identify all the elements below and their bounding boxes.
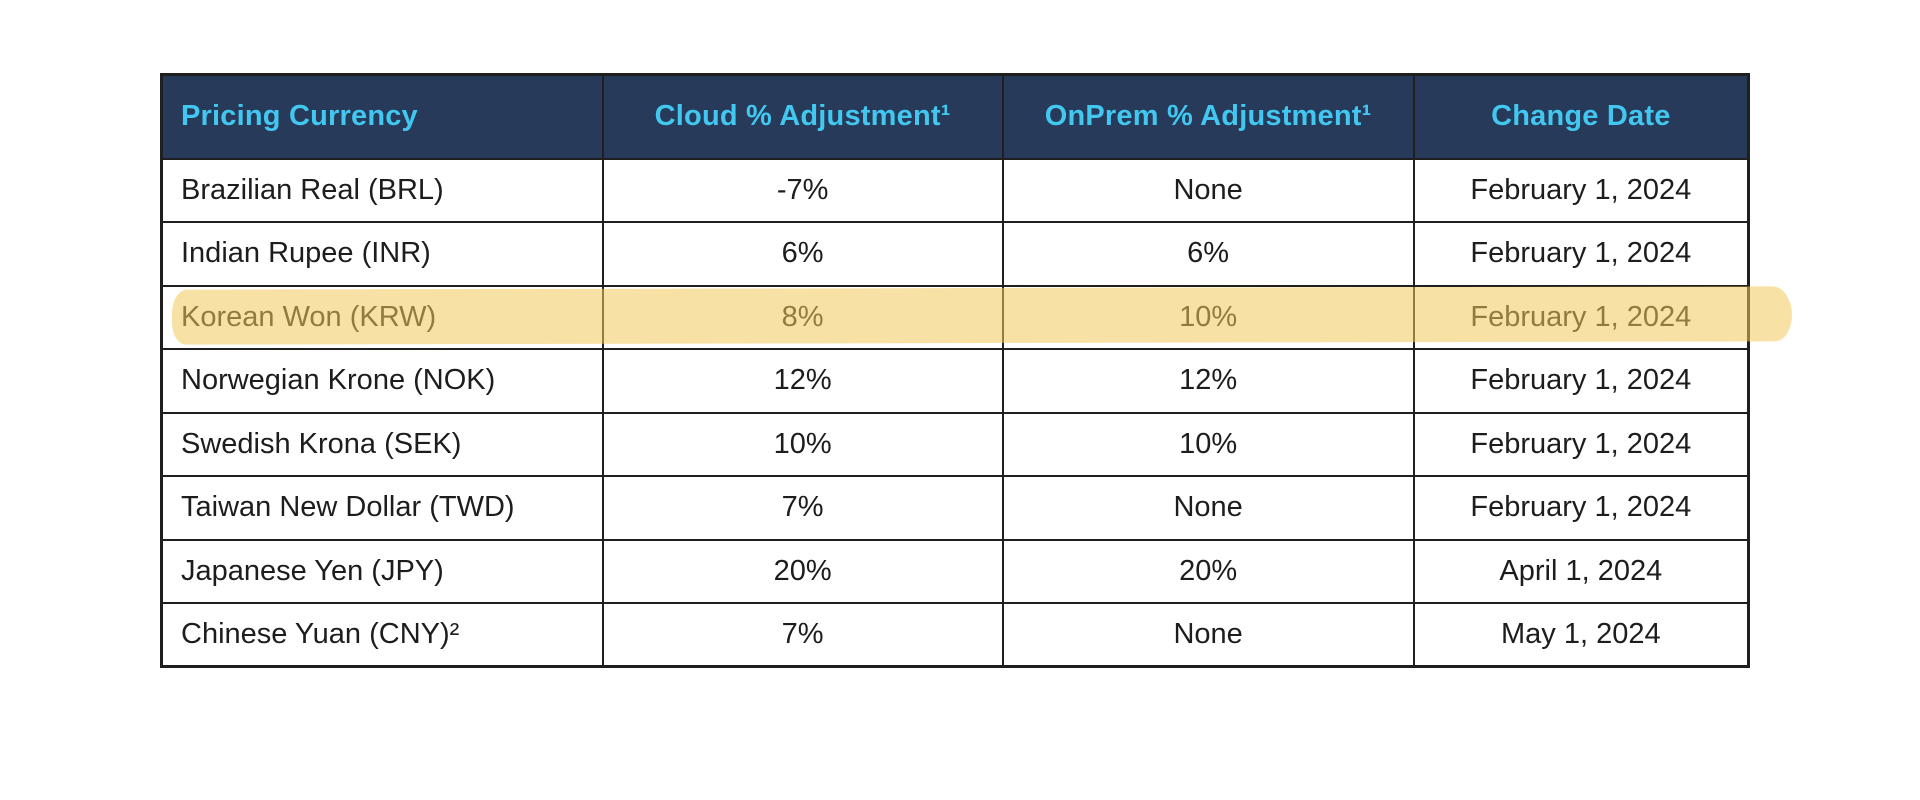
cloud-adjustment-cell: 7% xyxy=(601,475,1004,541)
header-row: Pricing Currency Cloud % Adjustment¹ OnP… xyxy=(160,73,1750,160)
table-row-sek: Swedish Krona (SEK) 10% 10% February 1, … xyxy=(160,411,1750,477)
table-row-inr: Indian Rupee (INR) 6% 6% February 1, 202… xyxy=(160,221,1750,287)
header-change-date: Change Date xyxy=(1412,73,1750,160)
change-date-cell: February 1, 2024 xyxy=(1412,221,1750,287)
change-date-cell: February 1, 2024 xyxy=(1412,348,1750,414)
header-pricing-currency: Pricing Currency xyxy=(160,73,604,160)
currency-cell: Norwegian Krone (NOK) xyxy=(160,348,604,414)
currency-adjustment-table-container: Pricing Currency Cloud % Adjustment¹ OnP… xyxy=(160,73,1793,668)
table-row-twd: Taiwan New Dollar (TWD) 7% None February… xyxy=(160,475,1750,541)
onprem-adjustment-cell: None xyxy=(1001,602,1415,668)
change-date-cell: May 1, 2024 xyxy=(1412,602,1750,668)
table-row-brl: Brazilian Real (BRL) -7% None February 1… xyxy=(160,157,1750,223)
currency-cell: Swedish Krona (SEK) xyxy=(160,411,604,477)
currency-cell: Korean Won (KRW) xyxy=(160,284,604,350)
onprem-adjustment-cell: 10% xyxy=(1001,411,1415,477)
currency-cell: Chinese Yuan (CNY)² xyxy=(160,602,604,668)
table-row-nok: Norwegian Krone (NOK) 12% 12% February 1… xyxy=(160,348,1750,414)
cloud-adjustment-cell: 6% xyxy=(601,221,1004,287)
onprem-adjustment-cell: 6% xyxy=(1001,221,1415,287)
table-row-cny: Chinese Yuan (CNY)² 7% None May 1, 2024 xyxy=(160,602,1750,668)
header-onprem-adjustment: OnPrem % Adjustment¹ xyxy=(1001,73,1415,160)
change-date-cell: February 1, 2024 xyxy=(1412,411,1750,477)
change-date-cell: April 1, 2024 xyxy=(1412,538,1750,604)
cloud-adjustment-cell: 7% xyxy=(601,602,1004,668)
onprem-adjustment-cell: 20% xyxy=(1001,538,1415,604)
table-row-krw-highlighted: Korean Won (KRW) 8% 10% February 1, 2024 xyxy=(160,284,1750,350)
currency-adjustment-table: Pricing Currency Cloud % Adjustment¹ OnP… xyxy=(160,73,1750,668)
cloud-adjustment-cell: 20% xyxy=(601,538,1004,604)
cloud-adjustment-cell: 10% xyxy=(601,411,1004,477)
currency-cell: Brazilian Real (BRL) xyxy=(160,157,604,223)
cloud-adjustment-cell: -7% xyxy=(601,157,1004,223)
onprem-adjustment-cell: None xyxy=(1001,475,1415,541)
cloud-adjustment-cell: 12% xyxy=(601,348,1004,414)
change-date-cell: February 1, 2024 xyxy=(1412,475,1750,541)
currency-cell: Japanese Yen (JPY) xyxy=(160,538,604,604)
onprem-adjustment-cell: None xyxy=(1001,157,1415,223)
onprem-adjustment-cell: 10% xyxy=(1001,284,1415,350)
currency-cell: Indian Rupee (INR) xyxy=(160,221,604,287)
change-date-cell: February 1, 2024 xyxy=(1412,284,1750,350)
currency-cell: Taiwan New Dollar (TWD) xyxy=(160,475,604,541)
change-date-cell: February 1, 2024 xyxy=(1412,157,1750,223)
cloud-adjustment-cell: 8% xyxy=(601,284,1004,350)
table-row-jpy: Japanese Yen (JPY) 20% 20% April 1, 2024 xyxy=(160,538,1750,604)
onprem-adjustment-cell: 12% xyxy=(1001,348,1415,414)
header-cloud-adjustment: Cloud % Adjustment¹ xyxy=(601,73,1004,160)
